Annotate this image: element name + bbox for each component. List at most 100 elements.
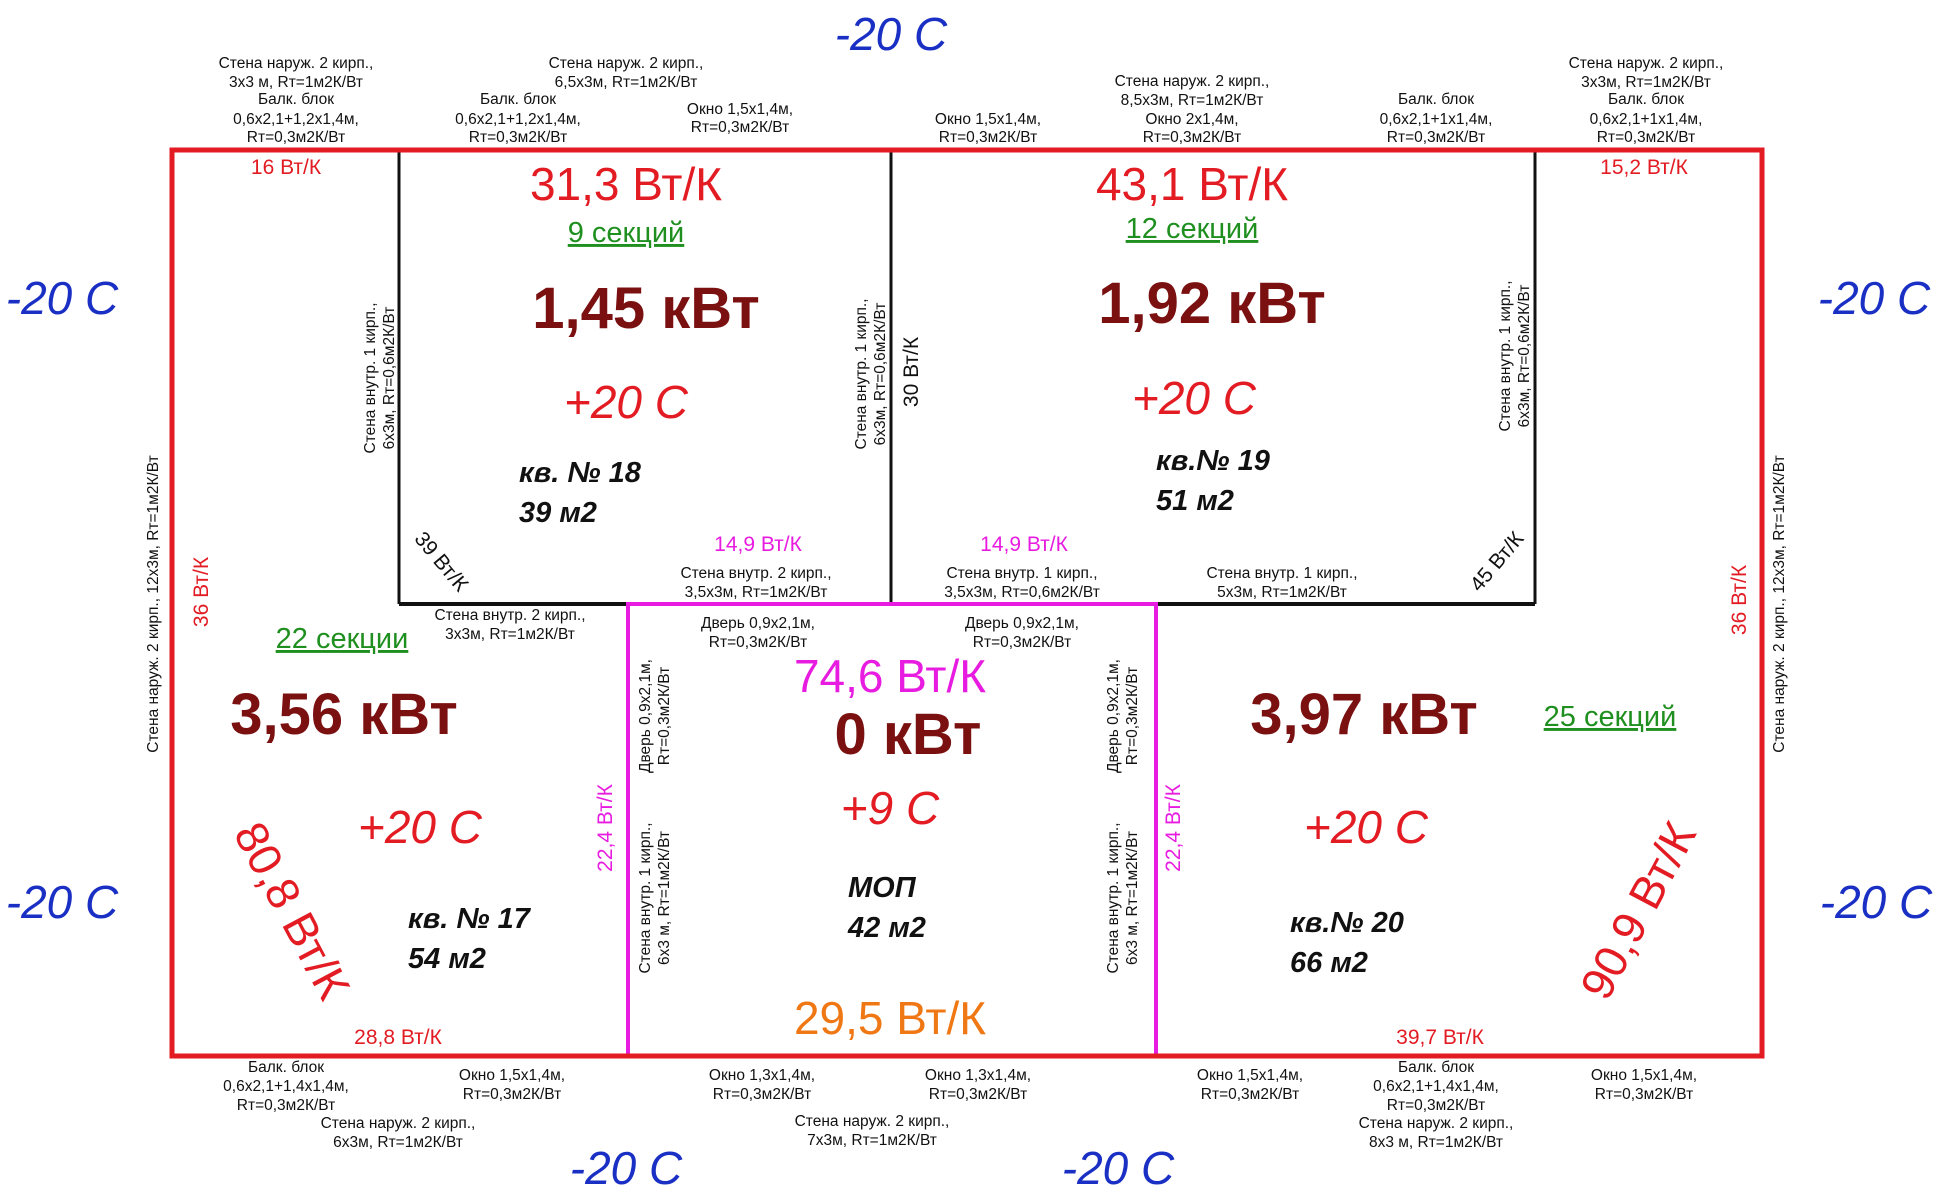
note-line: Rт=0,3м2К/Вт bbox=[469, 129, 567, 146]
note-line: Стена наруж. 2 кирп., bbox=[219, 55, 374, 72]
walls bbox=[169, 147, 1765, 1059]
note-top-left: Стена наруж. 2 кирп., 3х3 м, Rт=1м2К/Вт … bbox=[219, 55, 374, 146]
note-line: 6х3 м, Rт=1м2К/Вт bbox=[656, 831, 673, 965]
note-bottom-20-window-left: Окно 1,5х1,4м, Rт=0,3м2К/Вт bbox=[1197, 1067, 1303, 1103]
note-line: Rт=0,3м2К/Вт bbox=[939, 129, 1037, 146]
outside-temp-left-top: -20 С bbox=[6, 272, 119, 324]
note-line: 0,6х2,1+1,4х1,4м, bbox=[223, 1078, 349, 1095]
note-top-18-balcony: Балк. блок 0,6х2,1+1,2х1,4м, Rт=0,3м2К/В… bbox=[455, 91, 581, 146]
note-line: 3,5х3м, Rт=1м2К/Вт bbox=[685, 584, 828, 601]
note-line: Rт=0,3м2К/Вт bbox=[1387, 129, 1485, 146]
note-line: Окно 1,5х1,4м, bbox=[459, 1067, 565, 1084]
apt20-heat-loss: 90,9 Вт/К bbox=[1570, 813, 1706, 1007]
note-vert-inner-18-19: Стена внутр. 1 кирп., 6х3м, Rт=0,6м2К/Вт bbox=[853, 298, 889, 449]
note-line: Rт=0,3м2К/Вт bbox=[1597, 129, 1695, 146]
apt19-name: кв.№ 19 bbox=[1156, 445, 1270, 477]
note-line: Стена внутр. 1 кирп., bbox=[637, 822, 654, 973]
note-line: Дверь 0,9х2,1м, bbox=[701, 615, 815, 632]
note-line: 7х3м, Rт=1м2К/Вт bbox=[807, 1132, 937, 1149]
note-line: 3,5х3м, Rт=0,6м2К/Вт bbox=[944, 584, 1100, 601]
note-door-top-left: Дверь 0,9х2,1м, Rт=0,3м2К/Вт bbox=[701, 615, 815, 651]
note-vert-inner-19: Стена внутр. 1 кирп., 6х3м, Rт=0,6м2К/Вт bbox=[1497, 280, 1533, 431]
wall-value-bottom-left: 28,8 Вт/К bbox=[354, 1026, 442, 1049]
apt18-area: 39 м2 bbox=[519, 497, 597, 529]
apt18-sections: 9 секций bbox=[568, 217, 685, 249]
note-line: 8х3 м, Rт=1м2К/Вт bbox=[1369, 1134, 1503, 1151]
wall-value-mop-top-right: 14,9 Вт/К bbox=[980, 533, 1068, 556]
wall-value-bottom-right: 39,7 Вт/К bbox=[1396, 1026, 1484, 1049]
note-bottom-20-balcony-wall: Балк. блок 0,6х2,1+1,4х1,4м, Rт=0,3м2К/В… bbox=[1359, 1059, 1514, 1151]
apt17-area: 54 м2 bbox=[408, 943, 486, 975]
apt20-sections: 25 секций bbox=[1544, 701, 1677, 733]
mop-area: 42 м2 bbox=[847, 912, 926, 944]
note-door-right: Дверь 0,9х2,1м, Rт=0,3м2К/Вт bbox=[1105, 659, 1141, 773]
apt17-power: 3,56 кВт bbox=[230, 682, 458, 747]
note-mop-left-wall: Стена внутр. 1 кирп., 6х3 м, Rт=1м2К/Вт bbox=[637, 822, 673, 973]
note-line: 6х3м, Rт=0,6м2К/Вт bbox=[1516, 285, 1533, 428]
note-line: Rт=0,3м2К/Вт bbox=[1201, 1086, 1299, 1103]
wall-value-left-outer: 36 Вт/К bbox=[190, 556, 213, 627]
note-line: Rт=0,3м2К/Вт bbox=[463, 1086, 561, 1103]
note-line: Rт=0,3м2К/Вт bbox=[973, 634, 1071, 651]
note-line: Балк. блок bbox=[258, 91, 334, 108]
note-line: Стена наруж. 2 кирп., bbox=[1359, 1115, 1514, 1132]
note-line: Rт=0,3м2К/Вт bbox=[1387, 1097, 1485, 1114]
apt17-name: кв. № 17 bbox=[408, 903, 532, 935]
note-bottom-17-balcony: Балк. блок 0,6х2,1+1,4х1,4м, Rт=0,3м2К/В… bbox=[223, 1059, 349, 1114]
apt17-sections: 22 секции bbox=[276, 623, 409, 655]
note-line: Окно 1,5х1,4м, bbox=[1591, 1067, 1697, 1084]
note-mop-right-wall: Стена внутр. 1 кирп., 6х3 м, Rт=1м2К/Вт bbox=[1105, 822, 1141, 973]
note-line: 0,6х2,1+1х1,4м, bbox=[1590, 111, 1703, 128]
note-top-right: Стена наруж. 2 кирп., 3х3м, Rт=1м2К/Вт Б… bbox=[1569, 55, 1724, 146]
apt19-heat-loss: 43,1 Вт/К bbox=[1096, 158, 1288, 210]
note-line: Балк. блок bbox=[1398, 1059, 1474, 1076]
apt17-temp: +20 С bbox=[358, 801, 483, 853]
note-line: Балк. блок bbox=[1608, 91, 1684, 108]
note-line: Стена наруж. 2 кирп., bbox=[1115, 73, 1270, 90]
outside-temp-right-top: -20 С bbox=[1818, 272, 1931, 324]
wall-value-diag-19: 45 Вт/К bbox=[1466, 527, 1529, 596]
note-line: Стена внутр. 1 кирп., bbox=[1105, 822, 1122, 973]
note-line: Дверь 0,9х2,1м, bbox=[965, 615, 1079, 632]
note-bottom-mop-wall: Стена наруж. 2 кирп., 7х3м, Rт=1м2К/Вт bbox=[795, 1113, 950, 1149]
note-top-19-window: Окно 1,5х1,4м, Rт=0,3м2К/Вт bbox=[935, 111, 1041, 146]
note-line: 3х3м, Rт=1м2К/Вт bbox=[445, 626, 575, 643]
note-line: Балк. блок bbox=[480, 91, 556, 108]
note-line: Дверь 0,9х2,1м, bbox=[637, 659, 654, 773]
note-line: 3х3 м, Rт=1м2К/Вт bbox=[229, 74, 363, 91]
note-line: 5х3м, Rт=1м2К/Вт bbox=[1217, 584, 1347, 601]
note-top-18-window: Окно 1,5х1,4м, Rт=0,3м2К/Вт bbox=[687, 101, 793, 136]
note-line: 3х3м, Rт=1м2К/Вт bbox=[1581, 74, 1711, 91]
note-bottom-mop-window-right: Окно 1,3х1,4м, Rт=0,3м2К/Вт bbox=[925, 1067, 1031, 1103]
wall-value-top-right: 15,2 Вт/К bbox=[1600, 156, 1688, 179]
note-line: 6х3м, Rт=0,6м2К/Вт bbox=[381, 307, 398, 450]
note-line: Стена внутр. 2 кирп., bbox=[680, 565, 831, 582]
wall-value-top-left: 16 Вт/К bbox=[251, 156, 322, 179]
note-line: Балк. блок bbox=[1398, 91, 1474, 108]
note-line: Rт=0,3м2К/Вт bbox=[709, 634, 807, 651]
note-line: Стена наруж. 2 кирп., bbox=[549, 55, 704, 72]
wall-value-mop-left: 22,4 Вт/К bbox=[594, 783, 617, 871]
outside-temp-bottom-right: -20 С bbox=[1062, 1142, 1175, 1194]
note-line: Дверь 0,9х2,1м, bbox=[1105, 659, 1122, 773]
note-line: Rт=0,3м2К/Вт bbox=[1124, 667, 1141, 765]
apt18-heat-loss: 31,3 Вт/К bbox=[530, 158, 722, 210]
apt19-area: 51 м2 bbox=[1156, 485, 1234, 517]
room-mop: 74,6 Вт/К 0 кВт +9 С МОП 42 м2 29,5 Вт/К bbox=[794, 650, 986, 1044]
outside-temp-bottom-left: -20 С bbox=[570, 1142, 683, 1194]
note-line: Стена внутр. 1 кирп., bbox=[946, 565, 1097, 582]
note-line: Стена наруж. 2 кирп., bbox=[1569, 55, 1724, 72]
wall-value-right-outer: 36 Вт/К bbox=[1728, 564, 1751, 635]
wall-outer bbox=[169, 147, 1765, 1059]
outside-temp-right-bottom: -20 С bbox=[1820, 876, 1933, 928]
note-line: 6х3 м, Rт=1м2К/Вт bbox=[1124, 831, 1141, 965]
mop-heat-loss-inner: 74,6 Вт/К bbox=[794, 650, 986, 702]
note-wall-17-18: Стена внутр. 2 кирп., 3х3м, Rт=1м2К/Вт bbox=[434, 607, 585, 643]
apt20-power: 3,97 кВт bbox=[1250, 682, 1478, 747]
note-line: 6,5х3м, Rт=1м2К/Вт bbox=[555, 74, 698, 91]
note-line: 0,6х2,1+1,2х1,4м, bbox=[455, 111, 581, 128]
mop-name: МОП bbox=[848, 872, 917, 904]
note-line: Окно 2х1,4м, bbox=[1145, 111, 1238, 128]
mop-temp: +9 С bbox=[841, 782, 940, 834]
